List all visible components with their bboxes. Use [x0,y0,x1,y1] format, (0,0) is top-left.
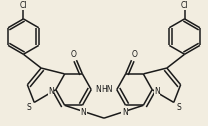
Text: N: N [48,87,54,96]
Text: S: S [27,103,32,112]
Text: N: N [154,87,160,96]
Text: N: N [122,108,128,117]
Text: O: O [71,50,77,59]
Text: Cl: Cl [20,1,27,10]
Text: Cl: Cl [181,1,188,10]
Text: NH: NH [95,85,107,94]
Text: S: S [176,103,181,112]
Text: O: O [131,50,137,59]
Text: N: N [80,108,86,117]
Text: HN: HN [101,85,113,94]
